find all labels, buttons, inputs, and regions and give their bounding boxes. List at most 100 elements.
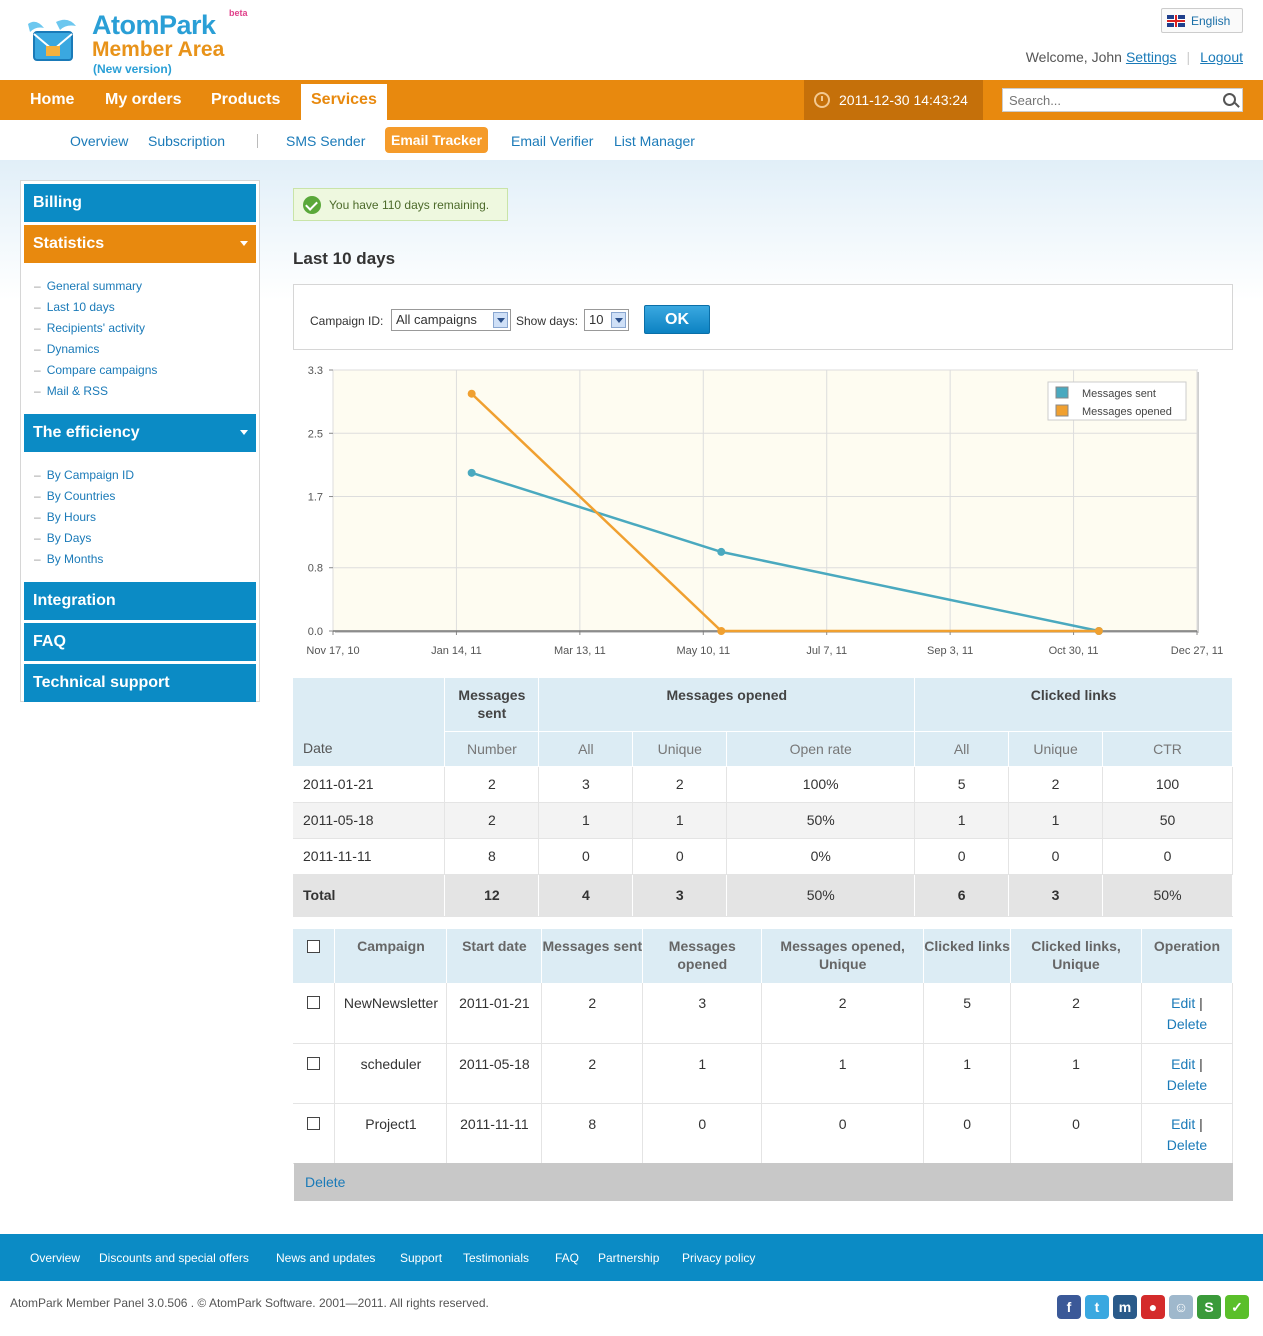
table-cell: 5 bbox=[923, 983, 1012, 1044]
col-opened-all: All bbox=[538, 731, 634, 767]
settings-link[interactable]: Settings bbox=[1125, 49, 1177, 65]
table-cell: 1 bbox=[632, 802, 728, 839]
table-cell: 3 bbox=[632, 874, 728, 917]
search-box bbox=[1002, 88, 1243, 112]
operation-cell: Edit | Delete bbox=[1141, 1043, 1234, 1104]
table-cell: 50% bbox=[726, 802, 916, 839]
footer-link-overview[interactable]: Overview bbox=[30, 1251, 81, 1265]
sidebar-technical-support[interactable]: Technical support bbox=[24, 664, 256, 702]
op-separator: | bbox=[1199, 1055, 1203, 1072]
sidebar-integration[interactable]: Integration bbox=[24, 582, 256, 620]
lastfm-icon[interactable]: ● bbox=[1141, 1295, 1165, 1319]
sidebar-billing[interactable]: Billing bbox=[24, 184, 256, 222]
col-clicked-links: Clicked links bbox=[914, 678, 1233, 732]
total-row: Total 12 4 3 50% 6 3 50% bbox=[293, 874, 1233, 917]
edit-link[interactable]: Edit bbox=[1171, 995, 1196, 1011]
sidebar-faq[interactable]: FAQ bbox=[24, 623, 256, 661]
logo-subtitle: Member Area bbox=[92, 38, 225, 61]
search-input[interactable] bbox=[1009, 92, 1219, 108]
legend-swatch bbox=[1055, 386, 1069, 399]
subnav-sms-sender[interactable]: SMS Sender bbox=[286, 133, 366, 149]
col-messages-sent: Messages sent bbox=[444, 678, 540, 732]
search-icon[interactable] bbox=[1223, 93, 1236, 106]
link-by-months[interactable]: By Months bbox=[34, 549, 256, 570]
sidebar-efficiency[interactable]: The efficiency bbox=[24, 414, 256, 452]
logo-title: AtomPark bbox=[92, 10, 216, 40]
footer-link-discounts[interactable]: Discounts and special offers bbox=[99, 1251, 249, 1265]
sidebar-efficiency-label: The efficiency bbox=[33, 424, 140, 441]
select-all-checkbox[interactable] bbox=[307, 940, 321, 953]
row-checkbox[interactable] bbox=[307, 996, 321, 1009]
subnav-list-manager[interactable]: List Manager bbox=[614, 133, 695, 149]
table-cell: 50% bbox=[726, 874, 916, 917]
delicious-icon[interactable]: ✓ bbox=[1225, 1295, 1249, 1319]
facebook-icon[interactable]: f bbox=[1057, 1295, 1081, 1319]
link-by-days[interactable]: By Days bbox=[34, 528, 256, 549]
days-remaining-notice: You have 110 days remaining. bbox=[293, 188, 508, 221]
nav-my-orders[interactable]: My orders bbox=[105, 91, 182, 108]
reddit-icon[interactable]: ☺ bbox=[1169, 1295, 1193, 1319]
link-by-hours[interactable]: By Hours bbox=[34, 507, 256, 528]
y-tick-label: 0.0 bbox=[308, 626, 323, 638]
data-point bbox=[467, 389, 476, 398]
sidebar-statistics[interactable]: Statistics bbox=[24, 225, 256, 263]
campaign-select[interactable]: All campaigns bbox=[391, 309, 511, 331]
table-cell: 4 bbox=[538, 874, 634, 917]
stumbleupon-icon[interactable]: S bbox=[1197, 1295, 1221, 1319]
table-row: scheduler 2011-05-18 2 1 1 1 1 Edit | Del… bbox=[293, 1043, 1234, 1104]
edit-link[interactable]: Edit bbox=[1171, 1055, 1196, 1072]
footer-link-partnership[interactable]: Partnership bbox=[598, 1251, 660, 1265]
link-last-10-days[interactable]: Last 10 days bbox=[34, 297, 256, 318]
logout-link[interactable]: Logout bbox=[1200, 49, 1243, 65]
footer-link-testimonials[interactable]: Testimonials bbox=[463, 1251, 530, 1265]
delete-link[interactable]: Delete bbox=[1166, 1136, 1208, 1153]
myspace-icon[interactable]: m bbox=[1113, 1295, 1137, 1319]
logo[interactable]: AtomPark beta Member Area (New version) bbox=[22, 8, 262, 78]
link-recipients-activity[interactable]: Recipients' activity bbox=[34, 318, 256, 339]
link-general-summary[interactable]: General summary bbox=[34, 276, 256, 297]
check-icon bbox=[303, 195, 321, 214]
language-selector[interactable]: English bbox=[1161, 8, 1243, 33]
table-cell: 1 bbox=[761, 1043, 925, 1104]
subnav-subscription[interactable]: Subscription bbox=[148, 133, 226, 149]
footer-link-faq[interactable]: FAQ bbox=[555, 1251, 580, 1265]
nav-products[interactable]: Products bbox=[211, 91, 281, 108]
efficiency-links: By Campaign ID By Countries By Hours By … bbox=[24, 455, 256, 582]
delete-link[interactable]: Delete bbox=[1166, 1076, 1208, 1093]
link-dynamics[interactable]: Dynamics bbox=[34, 339, 256, 360]
table-cell: 1 bbox=[1010, 1043, 1142, 1104]
footer-link-news[interactable]: News and updates bbox=[276, 1251, 376, 1265]
days-select[interactable]: 10 bbox=[584, 309, 629, 331]
link-by-campaign-id[interactable]: By Campaign ID bbox=[34, 465, 256, 486]
row-checkbox[interactable] bbox=[307, 1056, 321, 1070]
clock-icon bbox=[814, 92, 830, 108]
table-cell: 2011-11-11 bbox=[293, 838, 446, 875]
footer-link-privacy[interactable]: Privacy policy bbox=[682, 1251, 756, 1265]
ok-button[interactable]: OK bbox=[644, 305, 710, 334]
subnav-overview[interactable]: Overview bbox=[70, 133, 129, 149]
table-cell: 2011-05-18 bbox=[446, 1043, 543, 1104]
link-compare-campaigns[interactable]: Compare campaigns bbox=[34, 360, 256, 381]
nav-services[interactable]: Services bbox=[301, 84, 387, 120]
col-messages-opened-unique: Messages opened, Unique bbox=[761, 929, 925, 983]
server-datetime: 2011-12-30 14:43:24 bbox=[839, 92, 968, 108]
table-cell: 0% bbox=[726, 838, 916, 875]
data-point bbox=[467, 468, 476, 477]
header: AtomPark beta Member Area (New version) … bbox=[0, 0, 1263, 80]
table-cell: 2 bbox=[761, 983, 925, 1044]
table-cell: 0 bbox=[642, 1103, 763, 1164]
nav-home[interactable]: Home bbox=[30, 91, 75, 108]
row-checkbox[interactable] bbox=[307, 1116, 321, 1130]
table-cell: 100% bbox=[726, 766, 916, 803]
delete-link[interactable]: Delete bbox=[1166, 1016, 1208, 1032]
subnav-email-verifier[interactable]: Email Verifier bbox=[511, 133, 594, 149]
bulk-delete-link[interactable]: Delete bbox=[305, 1174, 346, 1190]
link-by-countries[interactable]: By Countries bbox=[34, 486, 256, 507]
subnav-email-tracker[interactable]: Email Tracker bbox=[385, 127, 489, 153]
welcome-bar: Welcome, John Settings | Logout bbox=[1026, 49, 1243, 65]
link-mail-rss[interactable]: Mail & RSS bbox=[34, 381, 256, 402]
edit-link[interactable]: Edit bbox=[1171, 1115, 1196, 1132]
footer-link-support[interactable]: Support bbox=[400, 1251, 443, 1265]
y-tick-label: 1.7 bbox=[308, 492, 323, 504]
twitter-icon[interactable]: t bbox=[1085, 1295, 1109, 1319]
